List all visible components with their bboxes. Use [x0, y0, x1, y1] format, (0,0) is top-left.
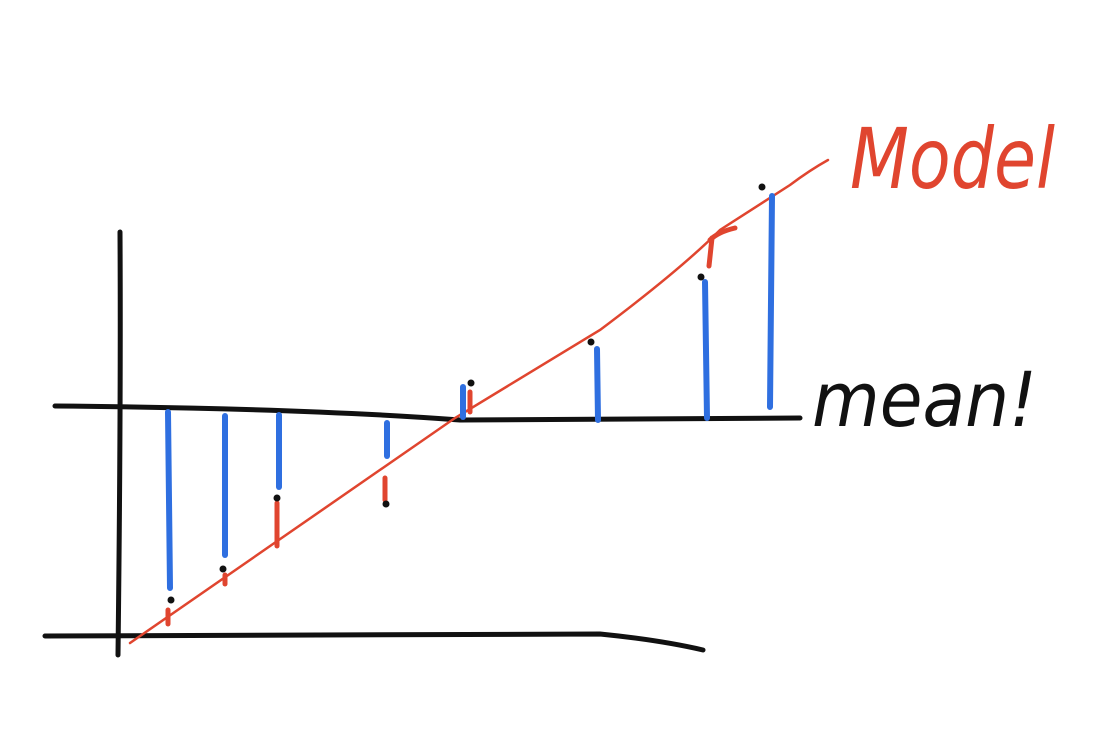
data-point: [382, 500, 390, 508]
data-point: [697, 273, 705, 281]
data-point: [273, 494, 281, 502]
mean-label: mean!: [812, 355, 1037, 444]
mean-residuals: [165, 193, 775, 591]
model-residual-cap: [707, 225, 738, 243]
data-point: [587, 338, 595, 346]
mean-residual: [594, 346, 601, 423]
model-residuals: [165, 225, 738, 627]
model-label: Model: [850, 110, 1055, 208]
data-point: [219, 565, 227, 573]
mean-residual: [767, 193, 775, 410]
model-line: [128, 158, 830, 645]
x-axis: [42, 631, 706, 653]
y-axis: [115, 229, 123, 658]
data-point: [467, 379, 475, 387]
data-point: [167, 596, 175, 604]
data-points: [167, 183, 766, 604]
mean-residual: [702, 279, 710, 421]
model-residual: [706, 235, 715, 269]
mean-line: [52, 403, 803, 423]
data-point: [758, 183, 766, 191]
mean-residual: [165, 409, 173, 591]
